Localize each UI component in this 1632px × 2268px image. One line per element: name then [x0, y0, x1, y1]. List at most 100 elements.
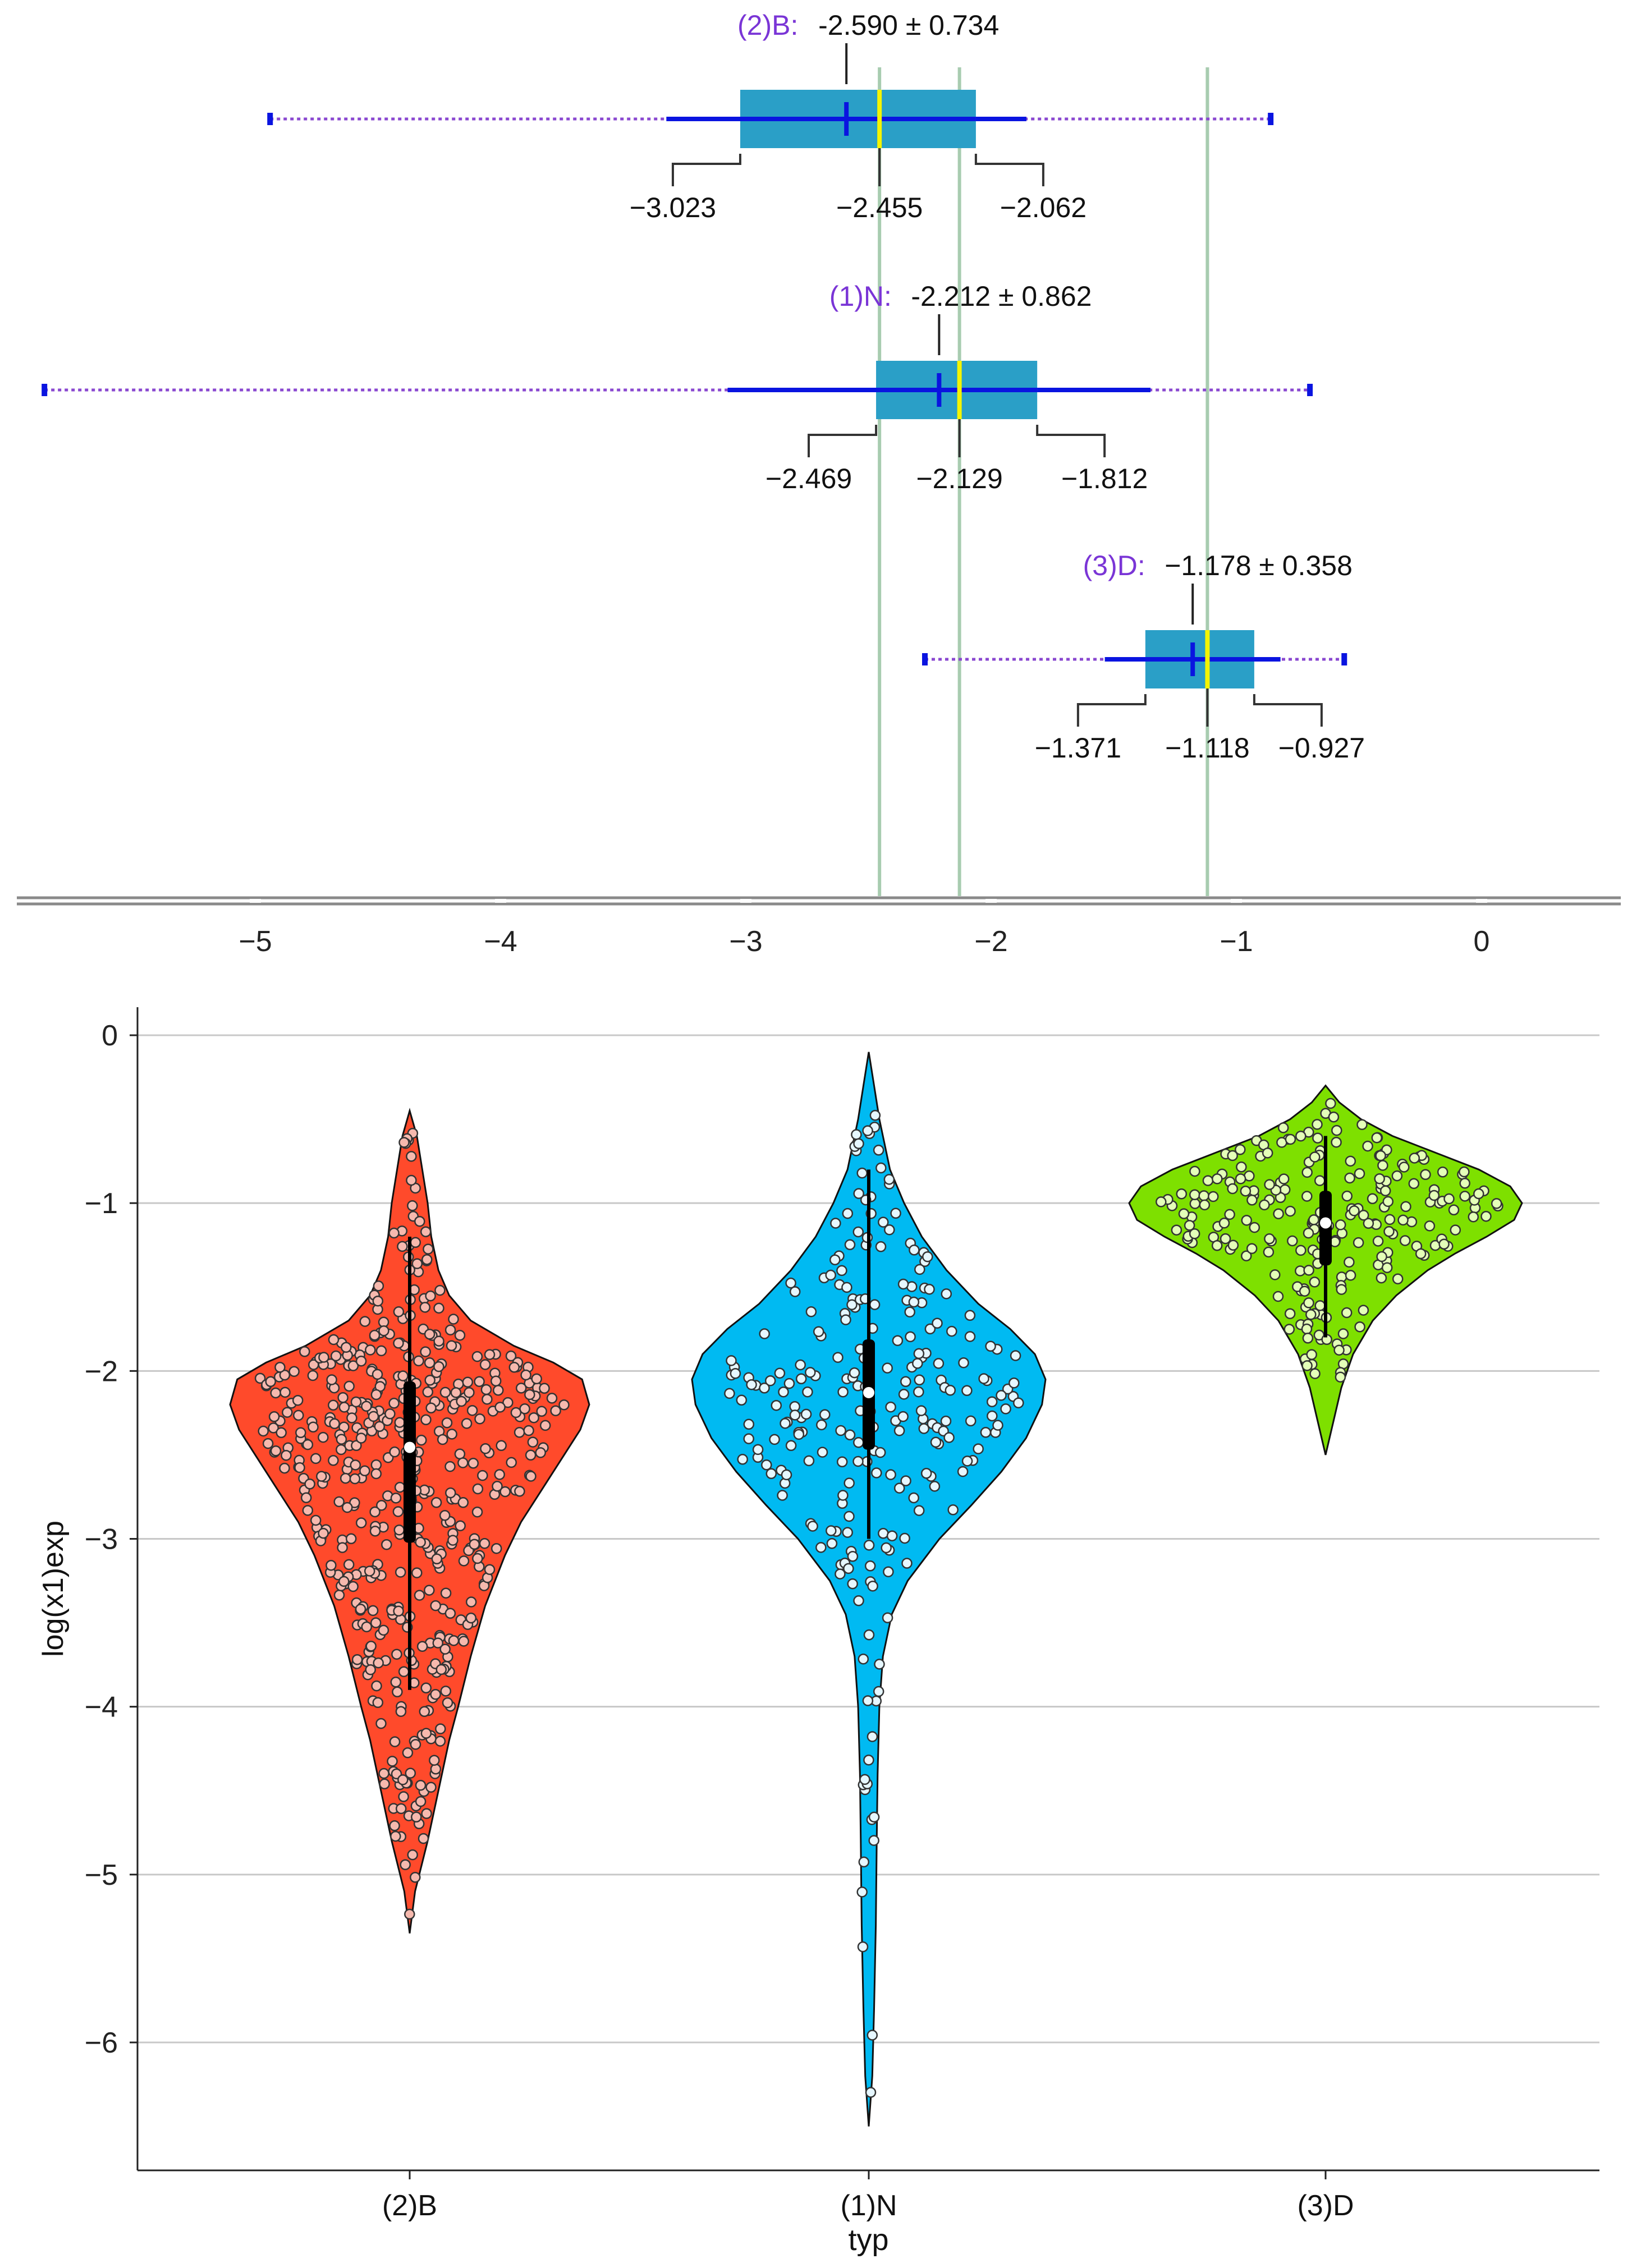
data-point [913, 1505, 925, 1516]
data-point [752, 1444, 764, 1456]
data-point [843, 1477, 855, 1489]
data-point [842, 1208, 854, 1219]
data-point [864, 1560, 876, 1572]
data-point [407, 1200, 418, 1211]
data-point [525, 1449, 537, 1461]
data-point [1189, 1165, 1200, 1177]
data-point [1400, 1201, 1411, 1213]
x-axis-tick [1476, 899, 1487, 903]
data-point [837, 1490, 849, 1501]
y-axis-title: log(x1)exp [37, 1521, 70, 1657]
data-point [466, 1404, 478, 1416]
data-point [873, 1686, 884, 1697]
data-point [376, 1500, 387, 1511]
data-point [341, 1342, 352, 1353]
data-point [445, 1487, 456, 1499]
x-axis-tick [740, 899, 751, 903]
data-point [899, 1532, 910, 1544]
data-point [736, 1394, 748, 1406]
data-point [1372, 1236, 1384, 1247]
data-point [444, 1324, 456, 1335]
data-point [1259, 1199, 1270, 1211]
data-point [912, 1358, 923, 1369]
data-point [539, 1383, 550, 1394]
data-point [1468, 1211, 1479, 1223]
data-point [262, 1438, 274, 1449]
data-point [1459, 1191, 1470, 1202]
data-point [365, 1344, 376, 1356]
violin-(3)D [1128, 1084, 1523, 1456]
data-point [457, 1457, 469, 1468]
data-point [505, 1350, 517, 1362]
data-point [465, 1596, 477, 1608]
data-point [370, 1459, 382, 1471]
data-point [884, 1224, 895, 1236]
data-point [441, 1417, 453, 1429]
data-point [858, 1856, 870, 1868]
data-point [300, 1492, 312, 1503]
data-point [387, 1756, 398, 1767]
data-point [830, 1218, 841, 1229]
data-point [922, 1251, 933, 1262]
data-point [389, 1736, 401, 1747]
q1-value-label: −3.023 [630, 192, 716, 223]
group-label: (1)N: [829, 281, 892, 312]
data-point [789, 1410, 801, 1421]
data-point [479, 1359, 491, 1370]
data-point [898, 1389, 910, 1400]
y-tick-label: −3 [85, 1523, 118, 1556]
data-point [1199, 1199, 1211, 1211]
data-point [292, 1394, 304, 1406]
x-tick-label: 0 [1474, 925, 1490, 958]
data-point [1000, 1403, 1011, 1415]
data-point [1285, 1205, 1296, 1217]
data-point [1354, 1168, 1365, 1179]
data-point [343, 1559, 355, 1571]
data-point [795, 1373, 807, 1385]
data-point [546, 1393, 558, 1404]
data-point [933, 1358, 945, 1369]
data-point [328, 1334, 340, 1346]
data-point [288, 1366, 300, 1377]
data-point [480, 1443, 491, 1454]
q1-value-label: −1.371 [1035, 732, 1121, 764]
data-point [424, 1585, 435, 1596]
data-point [869, 1110, 881, 1121]
data-point [1184, 1220, 1195, 1231]
data-point [1344, 1256, 1355, 1268]
data-point [270, 1387, 281, 1399]
data-point [1383, 1226, 1395, 1237]
data-point [506, 1457, 517, 1468]
data-point [333, 1496, 345, 1508]
data-point [345, 1533, 357, 1545]
x-tick-label: −3 [729, 925, 762, 958]
data-point [519, 1403, 530, 1415]
q3-label-leader [974, 154, 1044, 186]
data-point [929, 1481, 941, 1492]
data-point [307, 1370, 319, 1381]
data-point [859, 1774, 870, 1785]
data-point [293, 1410, 304, 1421]
data-point [958, 1357, 969, 1369]
data-point [1331, 1136, 1342, 1148]
data-point [1305, 1309, 1317, 1320]
data-point [813, 1326, 824, 1338]
data-point [419, 1302, 431, 1313]
data-point [986, 1396, 998, 1407]
data-point [355, 1604, 366, 1615]
data-point [843, 1563, 854, 1574]
data-point [1303, 1265, 1314, 1276]
data-point [337, 1542, 348, 1553]
data-point [394, 1417, 406, 1428]
data-point [502, 1397, 514, 1408]
data-point [1198, 1190, 1209, 1201]
data-point [398, 1137, 410, 1148]
data-point [433, 1335, 444, 1347]
range-min-marker [42, 384, 48, 396]
data-point [434, 1736, 446, 1747]
x-axis-title: typ [848, 2223, 888, 2257]
data-point [909, 1245, 920, 1256]
data-point [1473, 1188, 1484, 1200]
median-value-label: −1.118 [1165, 732, 1250, 764]
data-point [493, 1385, 504, 1396]
